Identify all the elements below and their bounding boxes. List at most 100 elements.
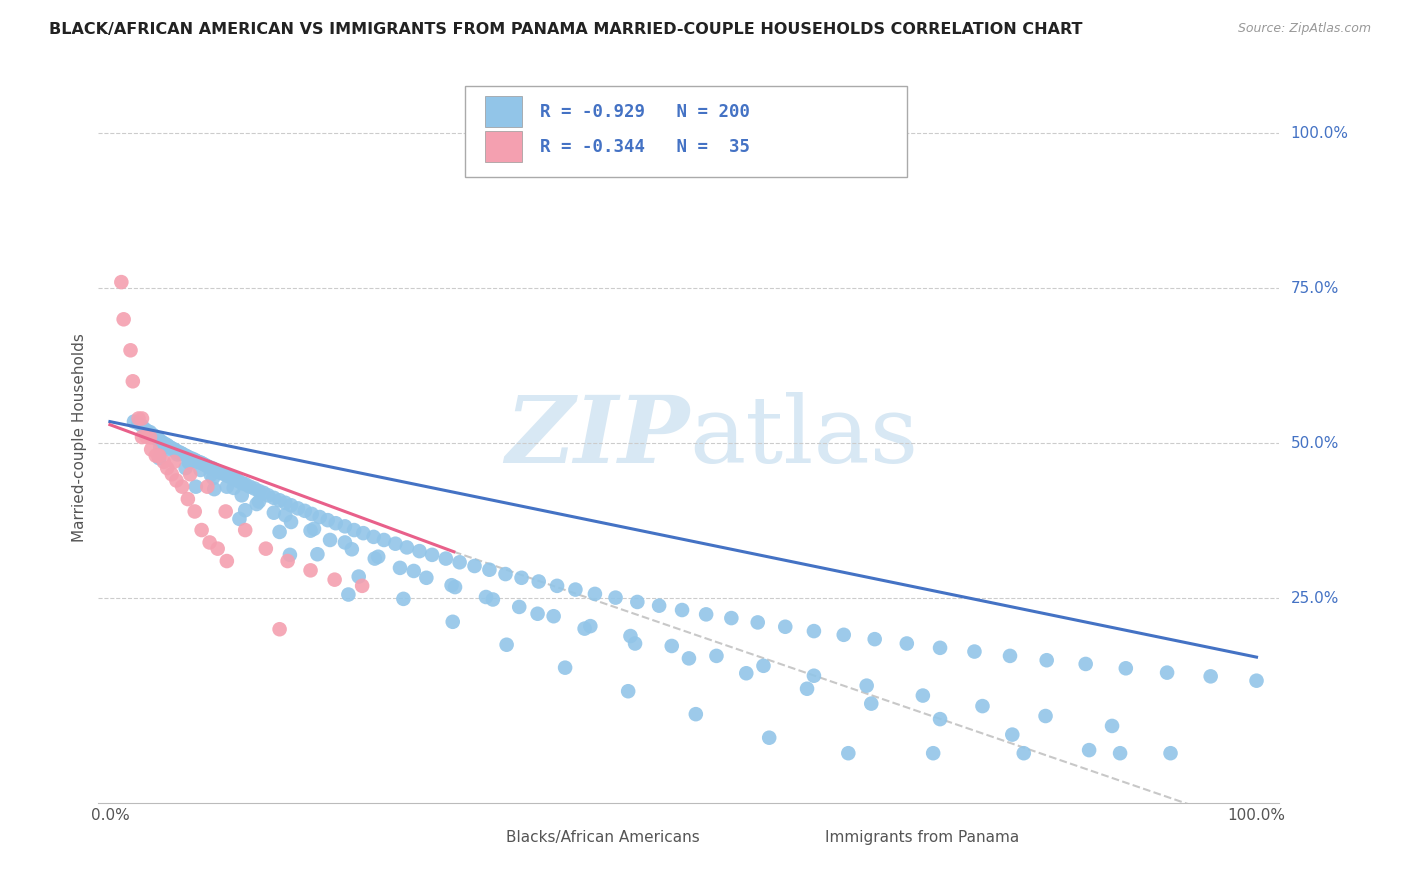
Point: [626, 595, 648, 609]
Point: [510, 571, 533, 585]
Point: [179, 467, 201, 482]
Point: [166, 447, 188, 461]
Point: [136, 425, 159, 439]
Point: [1035, 653, 1057, 667]
Point: [269, 622, 291, 636]
Point: [195, 480, 218, 494]
Point: [527, 574, 550, 589]
Point: [316, 513, 339, 527]
Point: [139, 425, 162, 439]
Point: [347, 569, 370, 583]
Point: [752, 658, 775, 673]
Point: [695, 607, 717, 622]
Point: [449, 555, 471, 569]
Point: [972, 699, 994, 714]
Point: [1160, 746, 1182, 760]
Point: [325, 516, 347, 531]
Point: [157, 439, 180, 453]
Point: [194, 458, 217, 472]
Point: [392, 591, 415, 606]
Point: [167, 445, 190, 459]
Point: [247, 494, 270, 508]
Point: [619, 629, 641, 643]
Point: [364, 551, 387, 566]
Point: [495, 638, 517, 652]
Point: [173, 448, 195, 462]
Point: [495, 567, 517, 582]
Point: [131, 411, 153, 425]
Point: [231, 488, 253, 502]
Point: [190, 455, 212, 469]
Point: [224, 472, 246, 486]
Point: [274, 496, 297, 510]
Point: [128, 411, 150, 425]
Point: [246, 497, 269, 511]
Point: [395, 541, 418, 555]
Point: [796, 681, 818, 696]
Point: [184, 453, 207, 467]
Point: [1101, 719, 1123, 733]
Text: Immigrants from Panama: Immigrants from Panama: [825, 830, 1019, 845]
Point: [231, 475, 253, 490]
Point: [617, 684, 640, 698]
Point: [277, 554, 299, 568]
Point: [141, 430, 163, 444]
Point: [148, 449, 170, 463]
Point: [319, 533, 342, 547]
FancyBboxPatch shape: [783, 824, 817, 850]
Point: [475, 590, 498, 604]
Point: [352, 526, 374, 541]
Point: [215, 480, 238, 494]
Point: [184, 504, 207, 518]
Point: [190, 523, 212, 537]
Point: [543, 609, 565, 624]
Text: 100.0%: 100.0%: [1291, 126, 1348, 141]
Point: [526, 607, 548, 621]
Point: [1156, 665, 1178, 680]
Point: [149, 441, 172, 455]
Point: [121, 374, 143, 388]
Point: [215, 554, 238, 568]
Point: [195, 459, 218, 474]
Point: [333, 519, 356, 533]
Point: [274, 508, 297, 523]
Point: [929, 640, 952, 655]
Point: [149, 434, 172, 448]
Point: [179, 451, 201, 466]
Point: [131, 418, 153, 433]
Text: 50.0%: 50.0%: [1291, 436, 1339, 450]
Point: [148, 451, 170, 466]
Point: [233, 523, 256, 537]
Point: [837, 746, 859, 760]
Point: [299, 524, 322, 538]
Point: [1078, 743, 1101, 757]
Point: [911, 689, 934, 703]
Point: [160, 467, 183, 482]
Point: [855, 679, 877, 693]
Point: [482, 592, 505, 607]
Point: [554, 661, 576, 675]
Point: [226, 474, 249, 488]
Point: [758, 731, 780, 745]
Point: [200, 467, 222, 482]
Point: [463, 559, 485, 574]
Point: [998, 648, 1021, 663]
Point: [832, 628, 855, 642]
Point: [323, 573, 346, 587]
Point: [112, 312, 135, 326]
Point: [367, 549, 389, 564]
Point: [165, 474, 187, 488]
Point: [408, 544, 430, 558]
Point: [308, 510, 330, 524]
Point: [165, 443, 187, 458]
Point: [142, 428, 165, 442]
Point: [963, 644, 986, 658]
Point: [152, 435, 174, 450]
Point: [263, 491, 285, 505]
Point: [198, 460, 221, 475]
Point: [202, 471, 225, 485]
Point: [257, 488, 280, 502]
Point: [896, 636, 918, 650]
Point: [441, 615, 464, 629]
Point: [131, 430, 153, 444]
